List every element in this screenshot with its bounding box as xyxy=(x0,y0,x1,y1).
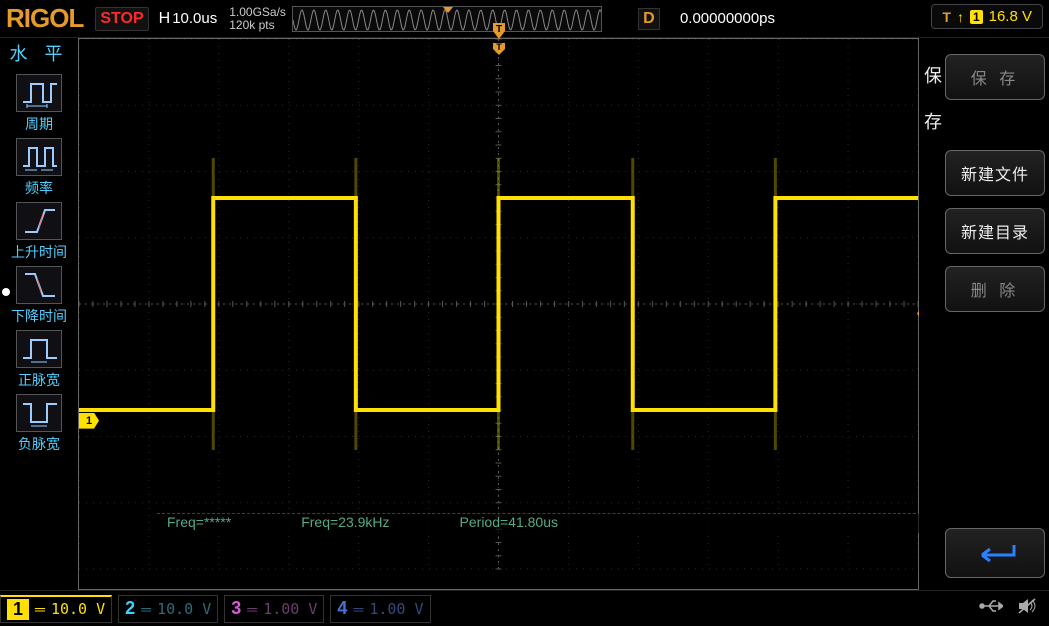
mem-depth: 120k pts xyxy=(229,19,286,32)
channel-4-indicator[interactable]: 4═1.00 V xyxy=(330,595,430,623)
pwpos-icon xyxy=(16,330,62,368)
menu-button-0[interactable]: 保 存 xyxy=(945,54,1045,100)
usb-icon xyxy=(979,597,1003,620)
trigger-source: 1 xyxy=(970,10,983,24)
trigger-level: 16.8 V xyxy=(989,8,1032,25)
sidebar-selector-dot xyxy=(2,288,10,296)
waveform-preview xyxy=(292,6,602,32)
trigger-box: T ↑ 1 16.8 V xyxy=(931,4,1043,29)
sidebar-item-rise[interactable]: 上升时间 xyxy=(10,202,68,262)
channel-3-indicator[interactable]: 3═1.00 V xyxy=(224,595,324,623)
sidebar-item-freq[interactable]: 频率 xyxy=(10,138,68,198)
trigger-edge-icon: ↑ xyxy=(957,9,964,25)
topbar: RIGOL STOP H 10.0us 1.00GSa/s 120k pts D… xyxy=(0,0,1049,38)
sidebar-item-pwneg[interactable]: 负脉宽 xyxy=(10,394,68,454)
bottombar-icons xyxy=(979,597,1037,620)
measurement-statusline: Freq=***** Freq=23.9kHz Period=41.80us xyxy=(157,513,996,533)
timebase-label: H xyxy=(159,10,171,28)
measurement-readout: Freq=23.9kHz xyxy=(301,514,389,533)
menu-button-2[interactable]: 新建目录 xyxy=(945,208,1045,254)
svg-text:T: T xyxy=(496,42,502,52)
svg-text:T: T xyxy=(495,24,501,35)
sample-rate: 1.00GSa/s xyxy=(229,6,286,19)
menu-button-1[interactable]: 新建文件 xyxy=(945,150,1045,196)
sample-info: 1.00GSa/s 120k pts xyxy=(229,6,286,32)
sidebar-item-pwpos[interactable]: 正脉宽 xyxy=(10,330,68,390)
rise-icon xyxy=(16,202,62,240)
sidebar-item-fall[interactable]: 下降时间 xyxy=(10,266,68,326)
sound-icon xyxy=(1017,597,1037,620)
channel-2-indicator[interactable]: 2═10.0 V xyxy=(118,595,218,623)
fall-icon xyxy=(16,266,62,304)
menu-button-3[interactable]: 删 除 xyxy=(945,266,1045,312)
period-icon xyxy=(16,74,62,112)
sidebar-item-period[interactable]: 周期 xyxy=(10,74,68,134)
delay-value: 0.00000000ps xyxy=(680,10,775,27)
delay-label: D xyxy=(638,8,660,30)
pwneg-icon xyxy=(16,394,62,432)
measurement-readout: Freq=***** xyxy=(167,514,231,533)
left-sidebar: 水 平 周期频率上升时间下降时间正脉宽负脉宽 xyxy=(0,38,78,590)
right-sidebar-section-label: 保 存 xyxy=(923,62,943,134)
enter-arrow-icon xyxy=(970,541,1020,565)
waveform-display[interactable]: T T 1 Freq=*****Freq=23.9kHzPeriod=41.80… xyxy=(78,38,919,590)
trigger-label: T xyxy=(942,9,951,25)
measurement-readout: Period=41.80us xyxy=(460,514,558,533)
brand-logo: RIGOL xyxy=(0,3,91,34)
left-sidebar-header: 水 平 xyxy=(9,40,68,66)
runstate-badge: STOP xyxy=(95,7,148,31)
right-sidebar: 保 存 保 存新建文件新建目录删 除 xyxy=(919,38,1049,590)
timebase-value: 10.0us xyxy=(172,10,217,27)
freq-icon xyxy=(16,138,62,176)
bottombar: 1═10.0 V2═10.0 V3═1.00 V4═1.00 V xyxy=(0,590,1049,626)
channel-1-indicator[interactable]: 1═10.0 V xyxy=(0,595,112,623)
enter-button[interactable] xyxy=(945,528,1045,578)
